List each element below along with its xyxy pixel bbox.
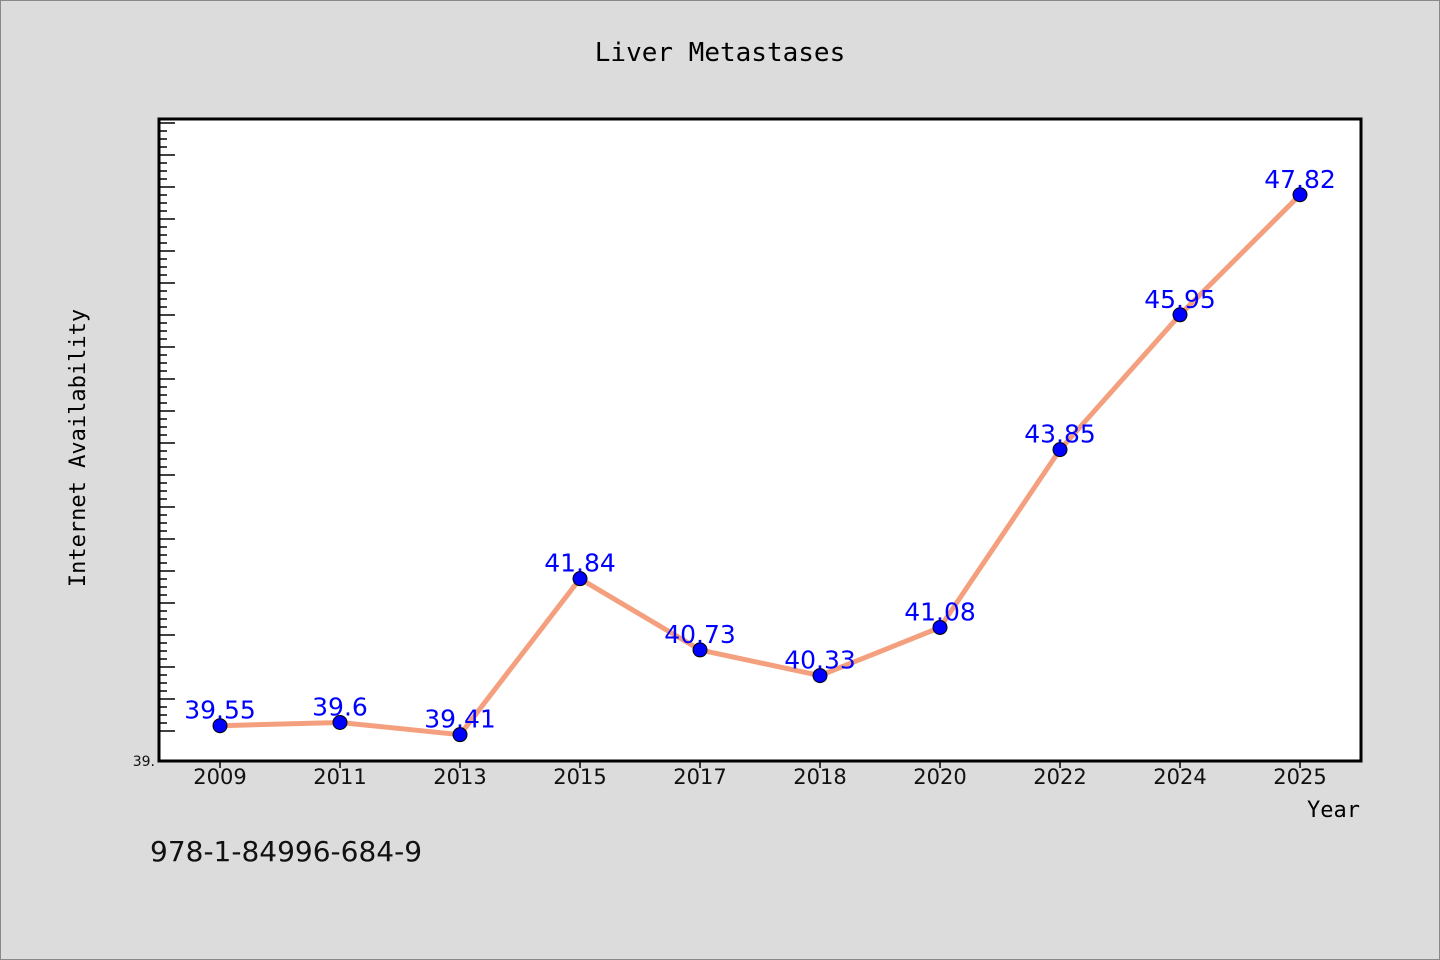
x-tick-label: 2024 <box>1153 765 1206 789</box>
data-label: 41.84 <box>544 549 616 578</box>
x-tick-label: 2011 <box>313 765 366 789</box>
series-markers <box>212 187 1308 743</box>
data-point <box>812 668 828 684</box>
data-point <box>692 642 708 658</box>
series-line <box>219 193 1302 738</box>
data-label: 45.95 <box>1144 285 1216 314</box>
x-axis-ticks: 2009 2011 2013 2015 2017 2018 2020 2022 2024 2025 <box>193 761 1327 789</box>
plot-area <box>157 117 1363 763</box>
data-point <box>452 727 468 743</box>
data-label: 39.41 <box>424 705 496 734</box>
x-tick-label: 2025 <box>1273 765 1326 789</box>
chart-title: Liver Metastases <box>595 38 845 68</box>
data-label: 40.33 <box>784 646 856 675</box>
data-label: 40.73 <box>664 620 736 649</box>
y-axis-label: Internet Availability <box>66 309 91 587</box>
data-point <box>572 571 588 587</box>
data-point <box>932 619 948 635</box>
x-tick-label: 2017 <box>673 765 726 789</box>
x-tick-label: 2022 <box>1033 765 1086 789</box>
data-label: 39.55 <box>184 696 256 725</box>
data-point <box>212 718 228 734</box>
x-tick-label: 2009 <box>193 765 246 789</box>
x-tick-label: 2018 <box>793 765 846 789</box>
isbn-note: 978-1-84996-684-9 <box>150 835 423 868</box>
data-point <box>1292 187 1308 203</box>
x-tick-label: 2015 <box>553 765 606 789</box>
y-tick-label: 39. <box>133 754 155 770</box>
data-label: 41.08 <box>904 597 976 626</box>
data-point <box>332 714 348 730</box>
data-label: 47.82 <box>1264 165 1336 194</box>
data-labels: 39.55 39.6 39.41 41.84 40.73 40.33 41.08 43.85 4… <box>184 165 1336 734</box>
data-label: 39.6 <box>312 692 368 721</box>
x-axis-label: Year <box>1307 798 1360 823</box>
data-point <box>1172 307 1188 323</box>
data-point <box>1052 442 1068 458</box>
data-label: 43.85 <box>1024 420 1096 449</box>
x-tick-label: 2020 <box>913 765 966 789</box>
y-axis-ticks <box>159 122 175 732</box>
x-tick-label: 2013 <box>433 765 486 789</box>
